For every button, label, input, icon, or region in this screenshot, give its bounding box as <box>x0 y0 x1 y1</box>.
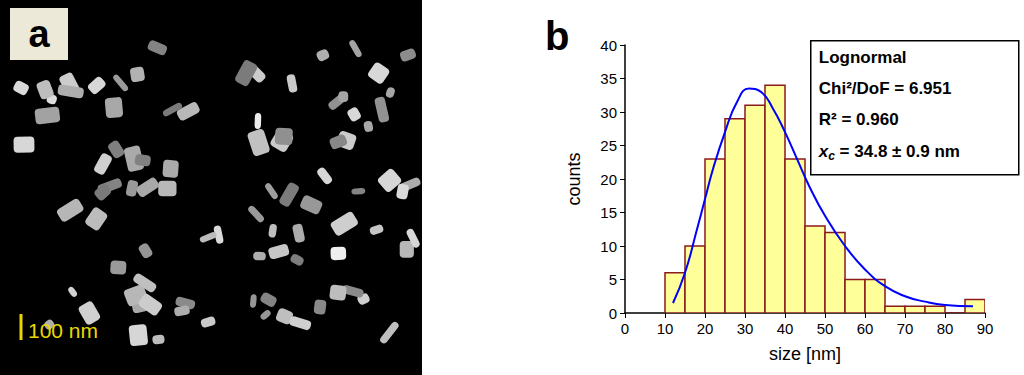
svg-text:70: 70 <box>897 320 914 337</box>
svg-text:10: 10 <box>657 320 674 337</box>
svg-text:a: a <box>28 13 50 55</box>
svg-text:Chi²/DoF = 6.951: Chi²/DoF = 6.951 <box>819 79 952 98</box>
svg-text:25: 25 <box>600 137 617 154</box>
svg-text:35: 35 <box>600 70 617 87</box>
svg-text:Lognormal: Lognormal <box>819 48 907 67</box>
html-text:xc: xc <box>818 142 835 163</box>
svg-text:counts: counts <box>564 152 584 205</box>
html-text:b: b <box>545 14 570 58</box>
svg-text:30: 30 <box>600 104 617 121</box>
svg-text:30: 30 <box>737 320 754 337</box>
svg-text:10: 10 <box>600 238 617 255</box>
svg-text:size [nm]: size [nm] <box>769 344 841 364</box>
svg-text:= 34.8 ± 0.9 nm: = 34.8 ± 0.9 nm <box>835 142 960 161</box>
svg-text:50: 50 <box>817 320 834 337</box>
svg-text:15: 15 <box>600 204 617 221</box>
svg-text:60: 60 <box>857 320 874 337</box>
svg-text:40: 40 <box>777 320 794 337</box>
svg-text:R² = 0.960: R² = 0.960 <box>819 110 899 129</box>
svg-text:40: 40 <box>600 37 617 54</box>
svg-text:80: 80 <box>937 320 954 337</box>
svg-text:20: 20 <box>600 171 617 188</box>
svg-text:0: 0 <box>621 320 629 337</box>
svg-text:5: 5 <box>609 271 617 288</box>
svg-text:20: 20 <box>697 320 714 337</box>
svg-text:100 nm: 100 nm <box>28 319 98 342</box>
svg-text:0: 0 <box>609 305 617 322</box>
svg-text:90: 90 <box>977 320 994 337</box>
